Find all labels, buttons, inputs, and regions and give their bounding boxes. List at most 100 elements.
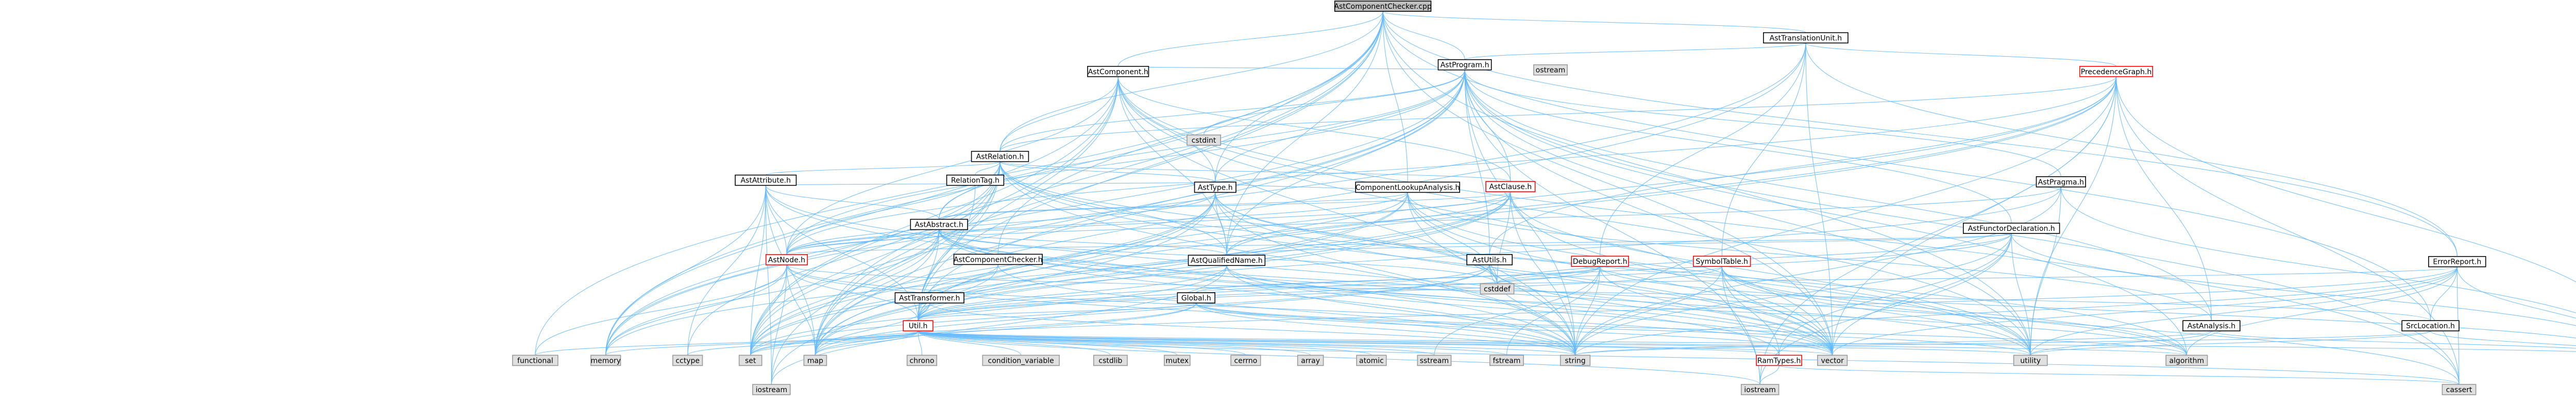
graph-node-root[interactable]: AstComponentChecker.cpp xyxy=(1334,1,1432,12)
graph-node-attr[interactable]: AstAttribute.h xyxy=(735,174,797,186)
edge-prec-to-rel xyxy=(999,76,2117,152)
edge-errrep-to-vector xyxy=(1832,266,2458,356)
edge-symtab-to-cstddef xyxy=(1497,266,1722,284)
edge-util-to-fstream xyxy=(918,330,1507,356)
graph-node-memory: memory xyxy=(590,355,621,366)
node-label: AstComponent.h xyxy=(1088,68,1148,76)
graph-node-debug[interactable]: DebugReport.h xyxy=(1571,256,1629,267)
node-label: iostream xyxy=(1744,386,1776,394)
node-label: set xyxy=(745,357,756,365)
graph-node-astty[interactable]: AstType.h xyxy=(1194,181,1236,193)
graph-node-srcloc[interactable]: SrcLocation.h xyxy=(2401,320,2460,331)
graph-node-xform[interactable]: AstTransformer.h xyxy=(894,292,964,304)
edge-prog-to-sdecl xyxy=(1464,70,2012,224)
graph-node-reltag[interactable]: RelationTag.h xyxy=(946,174,1005,186)
edge-attr-to-node xyxy=(765,185,787,255)
edge-attr-to-abstr xyxy=(765,185,940,220)
edge-sdecl-to-util xyxy=(918,233,2012,321)
node-box xyxy=(1962,223,2060,234)
graph-node-condvar: condition_variable xyxy=(982,355,1060,366)
graph-node-errrep[interactable]: ErrorReport.h xyxy=(2428,256,2486,267)
edge-global-to-utility xyxy=(1196,302,2031,356)
graph-node-comp[interactable]: AstComponent.h xyxy=(1087,65,1149,77)
graph-node-analysis[interactable]: AstAnalysis.h xyxy=(2182,320,2241,331)
node-box xyxy=(752,384,791,395)
graph-node-clause[interactable]: AstClause.h xyxy=(1485,181,1536,192)
graph-node-mutex: mutex xyxy=(1164,355,1191,366)
graph-node-ramtypes[interactable]: RamTypes.h xyxy=(1756,355,1802,366)
edge-rel-to-astty xyxy=(999,161,1216,182)
graph-node-symtab[interactable]: SymbolTable.h xyxy=(1693,256,1751,267)
node-box xyxy=(1571,256,1629,267)
graph-node-rel[interactable]: AstRelation.h xyxy=(971,150,1029,162)
graph-node-prog[interactable]: AstProgram.h xyxy=(1437,59,1492,71)
node-box xyxy=(1297,355,1324,366)
edge-ccheck-to-string xyxy=(997,264,1576,356)
edge-abstr-to-set xyxy=(750,229,940,356)
graph-node-cla[interactable]: ComponentLookupAnalysis.h xyxy=(1355,181,1460,193)
node-box xyxy=(1356,355,1387,366)
edge-rel-to-map xyxy=(815,161,1001,356)
edge-attr-to-string xyxy=(765,185,1576,356)
node-label: functional xyxy=(517,357,553,365)
graph-node-prec[interactable]: PrecedenceGraph.h xyxy=(2079,65,2153,77)
node-box xyxy=(2165,355,2208,366)
graph-node-node[interactable]: AstNode.h xyxy=(765,254,808,265)
edge-pragma-to-node xyxy=(786,187,2061,255)
node-label: AstQualifiedName.h xyxy=(1191,257,1263,265)
edge-util-to-sstream xyxy=(918,330,1435,356)
graph-node-cstddef: cstddef xyxy=(1480,283,1515,295)
edge-node-to-string xyxy=(786,264,1576,356)
graph-node-ccheck[interactable]: AstComponentChecker.h xyxy=(953,254,1043,265)
graph-node-qname[interactable]: AstQualifiedName.h xyxy=(1188,255,1266,266)
edge-prec-to-set xyxy=(750,76,2117,356)
graph-node-abstr[interactable]: AstAbstract.h xyxy=(910,218,968,230)
edge-util-to-cassert xyxy=(918,330,2460,385)
node-box xyxy=(2182,320,2241,331)
edge-comp-to-qname xyxy=(1117,76,1227,256)
edge-cla-to-abstr xyxy=(939,192,1408,220)
edge-xform-to-map xyxy=(815,303,930,356)
graph-node-tu[interactable]: AstTranslationUnit.h xyxy=(1763,32,1849,44)
graph-node-cerrno: cerrno xyxy=(1230,355,1261,366)
edge-pragma-to-util xyxy=(918,187,2061,321)
node-label: Util.h xyxy=(909,322,928,330)
edge-prog-to-cassert xyxy=(1464,70,2460,385)
node-label: mutex xyxy=(1166,357,1189,365)
edge-debug-to-cstddef xyxy=(1497,266,1601,284)
graph-node-util[interactable]: Util.h xyxy=(903,320,934,331)
node-label: AstAbstract.h xyxy=(914,221,963,229)
graph-node-sdecl[interactable]: AstFunctorDeclaration.h xyxy=(1962,223,2060,234)
edge-comp-to-node xyxy=(786,76,1118,255)
edge-prog-to-cstdint xyxy=(1204,70,1465,135)
graph-node-sstream: sstream xyxy=(1417,355,1452,366)
edge-prog-to-qname xyxy=(1226,70,1465,256)
node-box xyxy=(1437,59,1492,71)
edge-errrep-to-string xyxy=(1574,266,2458,356)
graph-node-map: map xyxy=(803,355,827,366)
node-box xyxy=(1334,1,1432,12)
graph-node-pragma[interactable]: AstPragma.h xyxy=(2036,176,2086,188)
node-label: iostream xyxy=(756,386,788,394)
graph-node-utility: utility xyxy=(2013,355,2048,366)
node-box xyxy=(1187,134,1221,146)
node-label: ErrorReport.h xyxy=(2433,258,2481,266)
node-box xyxy=(672,355,703,366)
edge-comp-to-rel xyxy=(999,76,1118,152)
edge-prec-to-astutils xyxy=(1489,76,2117,255)
edge-astty-to-iostream2 xyxy=(771,192,1216,385)
edge-rel-to-clause xyxy=(999,161,1511,182)
graph-node-iostream: iostream xyxy=(1740,384,1780,395)
edge-prog-to-map xyxy=(815,70,1465,356)
node-box xyxy=(2013,355,2048,366)
edge-prec-to-util xyxy=(918,76,2117,321)
edge-sdecl-to-ostream xyxy=(2011,233,2576,326)
graph-node-chrono: chrono xyxy=(906,355,938,366)
edge-errrep-to-ostream xyxy=(2456,266,2576,319)
edge-prog-to-rel xyxy=(999,70,1465,152)
edge-prog-to-set xyxy=(750,70,1465,356)
graph-node-astutils[interactable]: AstUtils.h xyxy=(1466,254,1513,265)
graph-node-functional: functional xyxy=(512,355,558,366)
graph-node-global[interactable]: Global.h xyxy=(1177,292,1216,304)
